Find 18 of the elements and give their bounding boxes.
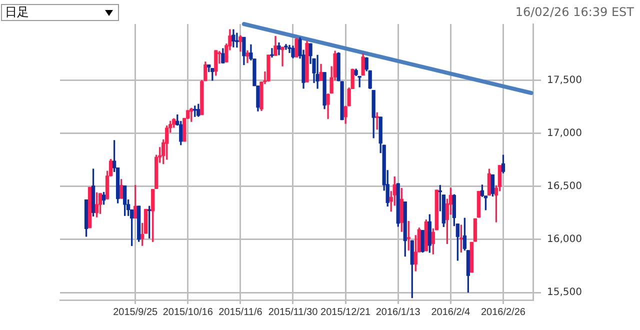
candlestick (235, 32, 239, 48)
text: 日足 (5, 5, 29, 19)
x-tick-label: 2016/2/4 (431, 306, 471, 318)
x-tick-label: 2015/10/16 (162, 306, 214, 318)
x-tick-label: 2015/12/21 (320, 306, 372, 318)
candlestick (280, 46, 284, 66)
x-tick-label: 2015/9/25 (113, 306, 158, 318)
text: 16/02/26 16:39 EST (515, 5, 634, 19)
x-tick-label: 2015/11/6 (218, 306, 263, 318)
y-tick-label: 17,500 (547, 74, 582, 86)
x-tick-label: 2016/1/13 (376, 306, 421, 318)
y-tick-label: 15,500 (547, 287, 582, 298)
y-tick-label: 17,000 (547, 128, 582, 139)
x-tick-label: 2015/11/30 (268, 306, 318, 318)
candlestick (316, 54, 320, 89)
y-tick-label: 16,500 (547, 181, 582, 192)
y-tick-label: 16,000 (547, 234, 582, 246)
x-tick-label: 2016/2/26 (480, 306, 526, 318)
